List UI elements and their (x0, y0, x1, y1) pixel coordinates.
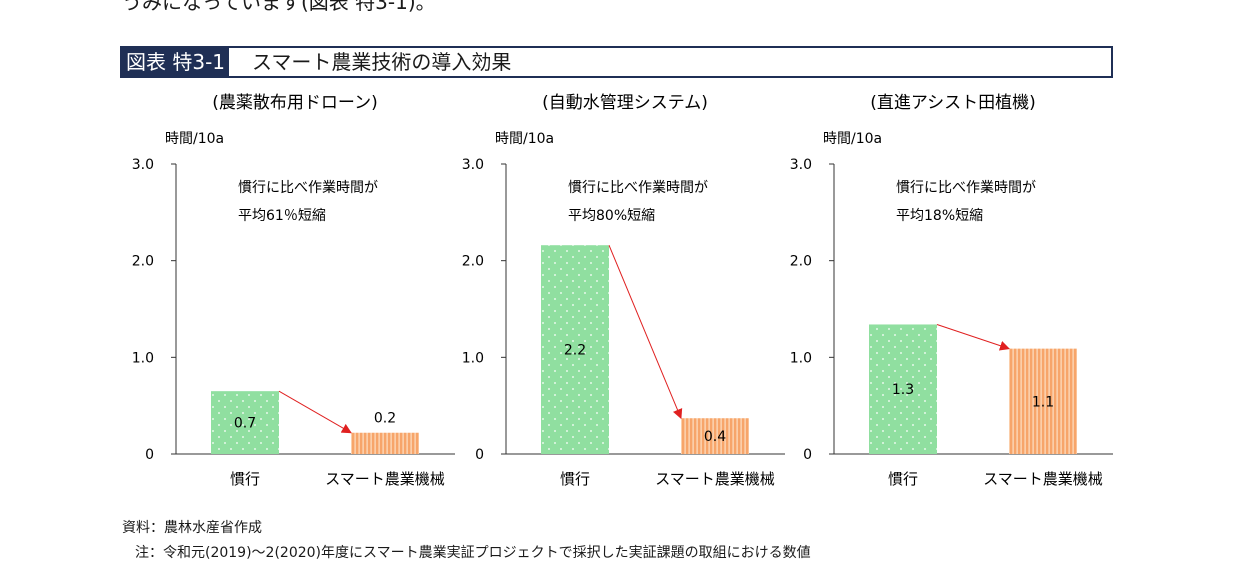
category-label: 慣行 (560, 470, 590, 488)
bar-smart (351, 432, 419, 454)
y-tick-label: 1.0 (790, 350, 812, 366)
y-tick-label: 3.0 (462, 157, 484, 173)
annotation-text: 平均61％短縮 (238, 208, 326, 224)
y-tick-label: 0 (803, 447, 812, 463)
bar-value-label: 1.1 (1032, 394, 1054, 410)
category-label: スマート農業機械 (983, 470, 1103, 488)
chart-subtitle: (農薬散布用ドローン) (212, 93, 377, 113)
annotation-text: 平均18%短縮 (896, 208, 983, 224)
annotation-text: 慣行に比べ作業時間が (896, 179, 1036, 196)
y-axis-unit: 時間/10a (165, 131, 224, 147)
bar-value-label: 0.2 (374, 411, 396, 427)
bar-conventional (211, 391, 279, 454)
y-tick-label: 0 (145, 447, 154, 463)
category-label: 慣行 (888, 470, 918, 488)
y-tick-label: 3.0 (132, 157, 154, 173)
bar-smart (681, 418, 749, 454)
figure-title: スマート農業技術の導入効果 (252, 50, 512, 74)
reduction-arrow (278, 390, 352, 434)
annotation-text: 慣行に比べ作業時間が (568, 179, 708, 196)
source-note: 資料：農林水産省作成 (122, 520, 262, 536)
y-tick-label: 1.0 (132, 350, 154, 366)
y-tick-label: 2.0 (462, 254, 484, 270)
y-axis-unit: 時間/10a (823, 131, 882, 147)
category-label: スマート農業機械 (655, 470, 775, 488)
bar-smart (1009, 348, 1077, 454)
chart-subtitle: (自動水管理システム) (542, 93, 708, 113)
bar-value-label: 0.7 (234, 416, 256, 432)
annotation-text: 平均80%短縮 (568, 208, 655, 224)
chart-water-management: (自動水管理システム) 時間/10a 0 1.0 2.0 3.0 慣行に比べ作業時間が 平均8… (450, 86, 810, 506)
y-tick-label: 2.0 (132, 254, 154, 270)
chart-subtitle: (直進アシスト田植機) (870, 93, 1036, 113)
figure-title-box: 図表 特3-1 スマート農業技術の導入効果 (120, 46, 1113, 78)
category-label: 慣行 (230, 470, 260, 488)
bar-chart-svg: (農薬散布用ドローン) 時間/10a 0 1.0 2.0 3.0 慣行に比べ作業時間が平均6… (132, 93, 455, 488)
y-axis-unit: 時間/10a (495, 131, 554, 147)
category-label: スマート農業機械 (325, 470, 445, 488)
y-tick-label: 3.0 (790, 157, 812, 173)
bar-chart-svg: (自動水管理システム) 時間/10a 0 1.0 2.0 3.0 慣行に比べ作業時間が平均8… (462, 93, 785, 488)
intro-text: うみになっています(図表 特3-1)。 (122, 0, 436, 14)
annotation-text: 慣行に比べ作業時間が (238, 179, 378, 196)
chart-rice-transplanter: (直進アシスト田植機) 時間/10a 0 1.0 2.0 3.0 慣行に比べ作業時間が 平均1… (778, 86, 1138, 506)
bar-value-label: 1.3 (892, 382, 914, 398)
y-tick-label: 0 (475, 447, 484, 463)
bar-conventional (869, 324, 937, 454)
bar-value-label: 0.4 (704, 429, 726, 445)
figure-label: 図表 特3-1 (122, 48, 230, 76)
bar-value-label: 2.2 (564, 343, 586, 359)
bar-chart-svg: (直進アシスト田植機) 時間/10a 0 1.0 2.0 3.0 慣行に比べ作業時間が平均1… (790, 93, 1113, 488)
footnote: 注：令和元(2019)〜2(2020)年度にスマート農業実証プロジェクトで採択し… (135, 545, 811, 561)
chart-drone: (農薬散布用ドローン) 時間/10a 0 1.0 2.0 3.0 慣行に比べ作業時間が 平均6… (120, 86, 480, 506)
y-tick-label: 1.0 (462, 350, 484, 366)
bar-conventional (541, 245, 609, 454)
y-tick-label: 2.0 (790, 254, 812, 270)
reduction-arrow (936, 323, 1010, 351)
reduction-arrow (608, 245, 683, 420)
